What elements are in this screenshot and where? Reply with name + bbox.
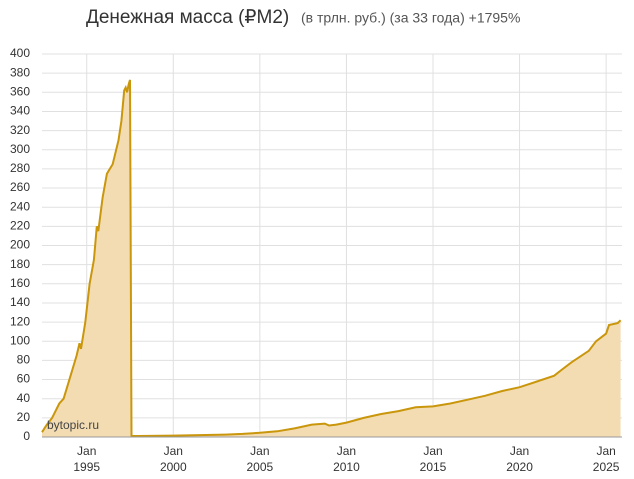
y-tick-label: 260 (10, 180, 30, 194)
y-tick-label: 200 (10, 238, 30, 252)
y-tick-label: 300 (10, 142, 30, 156)
y-tick-label: 160 (10, 276, 30, 290)
x-tick-label: 2005 (247, 460, 274, 474)
y-tick-label: 80 (17, 353, 31, 367)
y-tick-label: 0 (23, 429, 30, 443)
x-tick-label: 1995 (73, 460, 100, 474)
y-tick-label: 280 (10, 161, 30, 175)
x-tick-label: 2020 (506, 460, 533, 474)
y-tick-label: 140 (10, 295, 30, 309)
x-tick-label: Jan (596, 444, 615, 458)
y-tick-label: 400 (10, 46, 30, 60)
y-tick-label: 20 (17, 410, 31, 424)
x-tick-label: 2025 (593, 460, 620, 474)
x-tick-label: 2000 (160, 460, 187, 474)
x-tick-label: Jan (250, 444, 269, 458)
y-tick-label: 180 (10, 257, 30, 271)
area (42, 79, 621, 438)
y-tick-label: 40 (17, 391, 31, 405)
x-tick-label: 2010 (333, 460, 360, 474)
watermark: bytopic.ru (47, 418, 99, 432)
x-tick-label: Jan (510, 444, 529, 458)
y-tick-label: 120 (10, 314, 30, 328)
chart-subtitle: (в трлн. руб.) (за 33 года) +1795% (301, 10, 520, 26)
x-tick-label: Jan (337, 444, 356, 458)
x-tick-label: 2015 (420, 460, 447, 474)
x-tick-label: Jan (423, 444, 442, 458)
y-tick-label: 320 (10, 123, 30, 137)
y-tick-label: 220 (10, 219, 30, 233)
y-tick-label: 240 (10, 199, 30, 213)
y-tick-label: 340 (10, 104, 30, 118)
y-tick-label: 60 (17, 372, 31, 386)
y-tick-label: 100 (10, 333, 30, 347)
y-tick-label: 360 (10, 84, 30, 98)
y-tick-label: 380 (10, 65, 30, 79)
line (41, 79, 622, 437)
x-tick-label: Jan (164, 444, 183, 458)
chart-title: Денежная масса (₽M2) (86, 7, 289, 28)
x-tick-label: Jan (77, 444, 96, 458)
